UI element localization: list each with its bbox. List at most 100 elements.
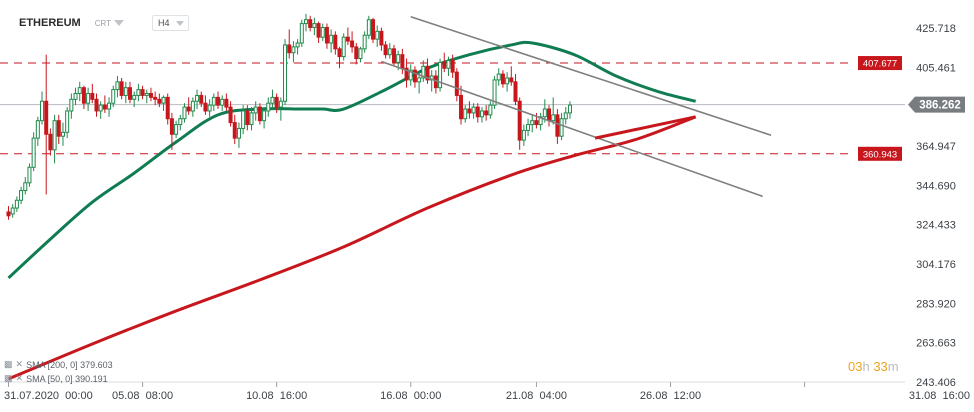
candle-body	[199, 94, 204, 104]
close-icon[interactable]: ✕	[15, 359, 24, 369]
candle	[274, 93, 279, 113]
candle	[404, 58, 409, 88]
candle	[463, 105, 468, 123]
y-tick-label: 263.663	[916, 338, 956, 350]
candle	[236, 122, 241, 148]
candle-body	[203, 102, 208, 112]
close-icon[interactable]: ✕	[15, 373, 24, 383]
candle	[220, 95, 225, 111]
candle-body	[551, 114, 556, 122]
candle	[316, 21, 321, 44]
candle	[375, 25, 380, 47]
candle	[56, 114, 61, 144]
candle-body	[174, 124, 179, 135]
candle-body	[337, 48, 342, 58]
candle-body	[262, 110, 267, 122]
candle-body	[186, 106, 191, 112]
candle-body	[425, 65, 430, 81]
candle-body	[517, 100, 522, 141]
candle	[157, 93, 162, 108]
candle-body	[488, 104, 493, 116]
visibility-icon[interactable]: ▩	[4, 373, 13, 383]
timeframe-select[interactable]: H4	[152, 15, 189, 31]
legend-sma50-text: SMA [50, 0] 390.191	[26, 373, 108, 384]
y-tick-label: 405.461	[916, 62, 956, 74]
candle	[77, 81, 82, 102]
candle-body	[278, 100, 283, 108]
candle-body	[479, 110, 484, 118]
candle-body	[303, 19, 308, 25]
candle	[505, 72, 510, 92]
candle	[14, 196, 19, 212]
candle-body	[421, 65, 426, 79]
candle	[283, 39, 288, 106]
candle-body	[144, 92, 149, 96]
candle	[195, 89, 200, 110]
candle	[182, 103, 187, 123]
candle-body	[312, 23, 317, 28]
symbol-name[interactable]: ETHEREUM	[19, 17, 81, 29]
candle-body	[341, 36, 346, 58]
chart-type-chevron-down-icon[interactable]	[114, 20, 125, 26]
candle-body	[86, 92, 91, 104]
candle	[94, 93, 99, 117]
candle	[19, 186, 24, 205]
candle	[547, 105, 552, 127]
candle-body	[266, 102, 271, 112]
candle-body	[567, 104, 572, 114]
candle-body	[161, 96, 166, 104]
candle-body	[299, 23, 304, 44]
candle	[65, 107, 70, 139]
candle	[312, 17, 317, 36]
candle	[551, 97, 556, 125]
chart-toolbar: ETHEREUM CRT H4	[19, 13, 189, 33]
candle-body	[534, 120, 539, 126]
candle-body	[94, 98, 99, 112]
candle-body	[65, 110, 70, 133]
current-price-tag: 386.262	[908, 96, 965, 113]
candle	[513, 74, 518, 106]
candle-body	[412, 69, 417, 83]
candle-body	[358, 48, 363, 60]
candle	[249, 107, 254, 131]
candle	[165, 93, 170, 125]
candle	[295, 39, 300, 55]
candle	[320, 23, 325, 42]
x-tick-label: 16.08 00:00	[380, 390, 441, 402]
chart-type-label[interactable]: CRT	[94, 18, 112, 28]
candle	[148, 87, 153, 102]
candle	[496, 68, 501, 86]
candle	[555, 109, 560, 144]
y-axis: 425.718 405.461 364.947 344.690 324.433 304.1…	[908, 23, 965, 389]
candle	[60, 122, 65, 146]
candle	[467, 101, 472, 119]
candle-body	[123, 87, 128, 96]
visibility-icon[interactable]: ▩	[4, 359, 13, 369]
candle-body	[56, 120, 61, 137]
candle-body	[333, 34, 338, 50]
candle	[266, 97, 271, 117]
candle	[526, 118, 531, 137]
candle-body	[165, 96, 170, 120]
candle-body	[60, 131, 65, 137]
candle	[291, 41, 296, 63]
candle-body	[308, 19, 313, 28]
candle-body	[291, 46, 296, 54]
candle-body	[115, 81, 120, 91]
candle-body	[383, 44, 388, 56]
candle-body	[220, 98, 225, 106]
candle-body	[287, 44, 292, 54]
y-tick-label: 425.718	[916, 23, 956, 35]
candle-body	[547, 108, 552, 122]
candle	[52, 114, 57, 164]
y-tick-label: 324.433	[916, 220, 956, 232]
candle-body	[107, 102, 112, 110]
candle	[199, 91, 204, 108]
candle-body	[52, 120, 57, 151]
candle	[262, 107, 267, 129]
y-tick-label: 304.176	[916, 259, 956, 271]
candle	[350, 31, 355, 53]
level-tag-1	[858, 146, 902, 161]
candle-body	[379, 30, 384, 46]
